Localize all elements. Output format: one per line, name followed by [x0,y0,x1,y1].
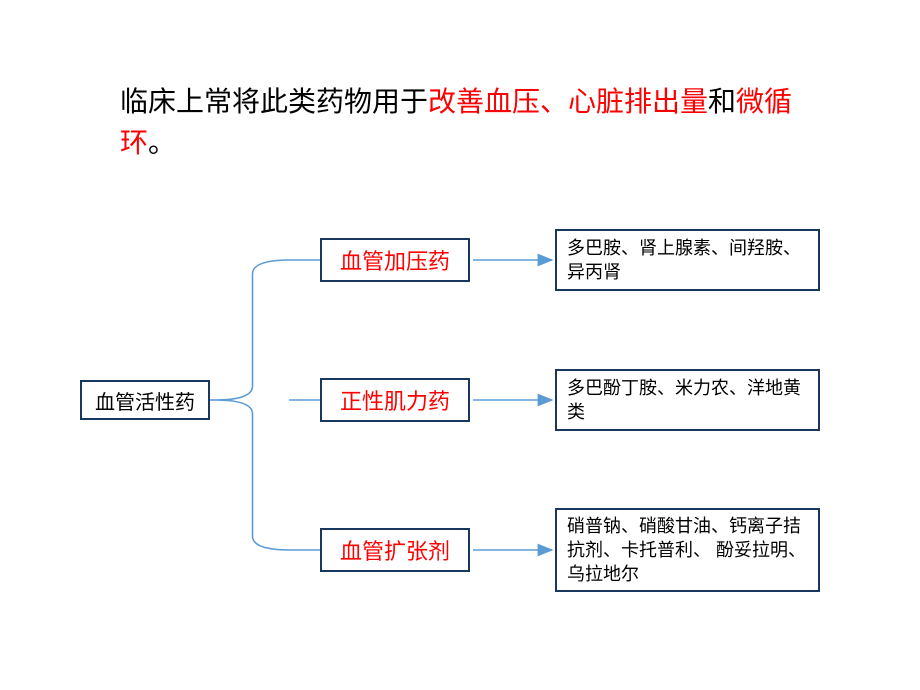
intro-part1: 临床上常将此类药物用于 [120,86,428,117]
diagram-node: 硝普钠、硝酸甘油、钙离子拮抗剂、卡托普利、 酚妥拉明、乌拉地尔 [555,508,820,592]
intro-part2b: 。 [148,127,176,158]
intro-part1-red: 改善血压、心脏排出量 [428,86,708,117]
intro-text: 临床上常将此类药物用于改善血压、心脏排出量和微循环。 [120,82,820,163]
diagram-node: 正性肌力药 [320,378,470,422]
diagram-node: 多巴酚丁胺、米力农、洋地黄类 [555,369,820,431]
diagram-node: 血管加压药 [320,238,470,282]
diagram-node: 血管扩张剂 [320,528,470,572]
diagram-node: 血管活性药 [80,380,210,420]
diagram-node: 多巴胺、肾上腺素、间羟胺、异丙肾 [555,229,820,291]
intro-part2a: 和 [708,86,736,117]
